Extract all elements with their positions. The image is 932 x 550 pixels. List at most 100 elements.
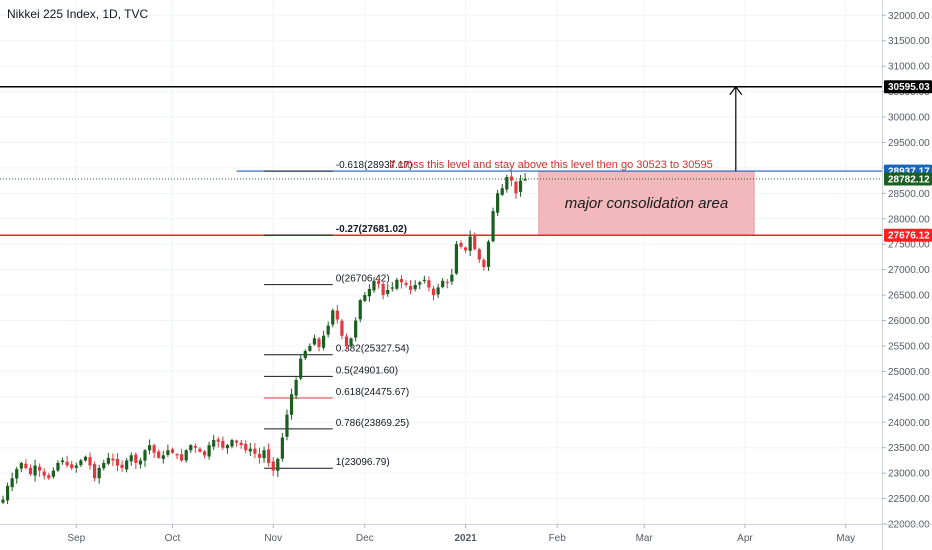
candle-body — [248, 448, 252, 452]
candle-body — [42, 471, 46, 476]
candle-body — [120, 464, 124, 469]
candle-body — [459, 243, 463, 247]
candle-body — [1, 499, 5, 503]
fib-label: 0.786(23869.25) — [336, 418, 409, 429]
candle-body — [431, 288, 436, 296]
candle-body — [509, 176, 513, 181]
candle-body — [486, 241, 491, 267]
candle-body — [280, 437, 284, 459]
price-tick-label: 29500.00 — [888, 138, 930, 149]
price-tick-label: 28000.00 — [888, 214, 930, 225]
price-tick-label: 32000.00 — [888, 11, 930, 22]
candle-body — [97, 468, 101, 479]
candle-body — [386, 289, 390, 294]
candle-body — [115, 458, 120, 466]
fib-label: 0.618(24475.67) — [336, 387, 409, 398]
candle-body — [340, 320, 344, 336]
candle-body — [276, 458, 280, 471]
candle-body — [212, 440, 216, 447]
candle-body — [450, 274, 454, 282]
candle-body — [221, 440, 225, 448]
price-tick-label: 26500.00 — [888, 291, 930, 302]
candle-body — [367, 288, 371, 297]
price-badge-label: 28937.17 — [888, 167, 930, 178]
price-tick-label: 25500.00 — [888, 341, 930, 352]
time-tick-label: Nov — [264, 533, 282, 544]
candle-body — [331, 310, 335, 325]
candle-body — [19, 462, 23, 469]
price-tick-label: 25000.00 — [888, 367, 930, 378]
candle-body — [129, 455, 133, 462]
candle-body — [335, 310, 339, 320]
candle-body — [33, 465, 37, 476]
candle-body — [147, 445, 152, 451]
candle-body — [157, 451, 161, 458]
price-badge-resistance — [884, 80, 932, 94]
candle-body — [372, 280, 376, 291]
candle-body — [65, 461, 69, 466]
candle-body — [184, 450, 188, 461]
time-tick-label: 2021 — [454, 533, 477, 544]
time-tick-label: Dec — [356, 533, 374, 544]
candle-body — [175, 454, 179, 456]
candle-body — [312, 338, 317, 345]
candle-body — [518, 180, 523, 192]
grid — [0, 0, 882, 525]
price-tick-label: 23500.00 — [888, 443, 930, 454]
candle-body — [230, 440, 234, 447]
candle-body — [422, 279, 426, 281]
candle-body — [413, 284, 417, 290]
candle-body — [216, 439, 220, 442]
candle-body — [344, 336, 349, 346]
fib-label: 0.382(25327.54) — [336, 344, 409, 355]
candle-body — [189, 445, 193, 451]
candle-body — [505, 177, 509, 190]
candle-body — [399, 279, 404, 283]
candle-body — [317, 338, 321, 347]
candle-body — [523, 178, 527, 181]
candle-body — [294, 380, 298, 396]
annotations: if cross this level and stay above this … — [389, 85, 743, 172]
consolidation-zone: major consolidation area — [538, 170, 755, 236]
candle-body — [134, 454, 138, 463]
candle-body — [60, 460, 65, 463]
candle-body — [83, 456, 88, 461]
candle-body — [161, 455, 165, 459]
price-tick-label: 24000.00 — [888, 418, 930, 429]
candle-body — [500, 188, 504, 195]
candle-body — [303, 351, 307, 359]
candle-body — [463, 247, 468, 251]
candle-body — [244, 443, 248, 451]
candle-body — [88, 457, 92, 466]
candle-body — [106, 457, 110, 464]
price-axis[interactable]: 22000.0022500.0023000.0023500.0024000.00… — [882, 0, 932, 550]
candle-body — [299, 358, 303, 379]
candle-body — [267, 449, 271, 463]
fib-label: -0.27(27681.02) — [336, 224, 407, 235]
candle-body — [38, 466, 42, 471]
candle-body — [427, 280, 431, 288]
candle-body — [125, 460, 129, 470]
candle-body — [202, 451, 207, 456]
price-tick-label: 30000.00 — [888, 113, 930, 124]
fib-label: 1(23096.79) — [336, 457, 390, 468]
price-tick-label: 27500.00 — [888, 240, 930, 251]
candle-body — [349, 338, 353, 347]
candle-body — [166, 450, 170, 455]
price-tick-label: 28500.00 — [888, 189, 930, 200]
candle-body — [28, 467, 33, 475]
candle-body — [70, 464, 74, 469]
time-tick-label: Mar — [636, 533, 654, 544]
fibonacci-retracement: -0.618(28937.17) -0.27(27681.02) 0(26706.4… — [264, 160, 412, 469]
chart-title: Nikkei 225 Index, 1D, TVC — [7, 7, 149, 21]
breakout-note: if cross this level and stay above this … — [389, 159, 713, 171]
candle-body — [47, 475, 51, 479]
candle-body — [15, 469, 19, 479]
candle-body — [363, 295, 367, 302]
candle-body — [358, 300, 362, 320]
time-axis[interactable]: Sep Oct Nov Dec 2021 Feb Mar Apr May — [0, 524, 932, 544]
candle-body — [93, 464, 97, 479]
candle-body — [491, 211, 495, 242]
candle-body — [253, 448, 257, 454]
